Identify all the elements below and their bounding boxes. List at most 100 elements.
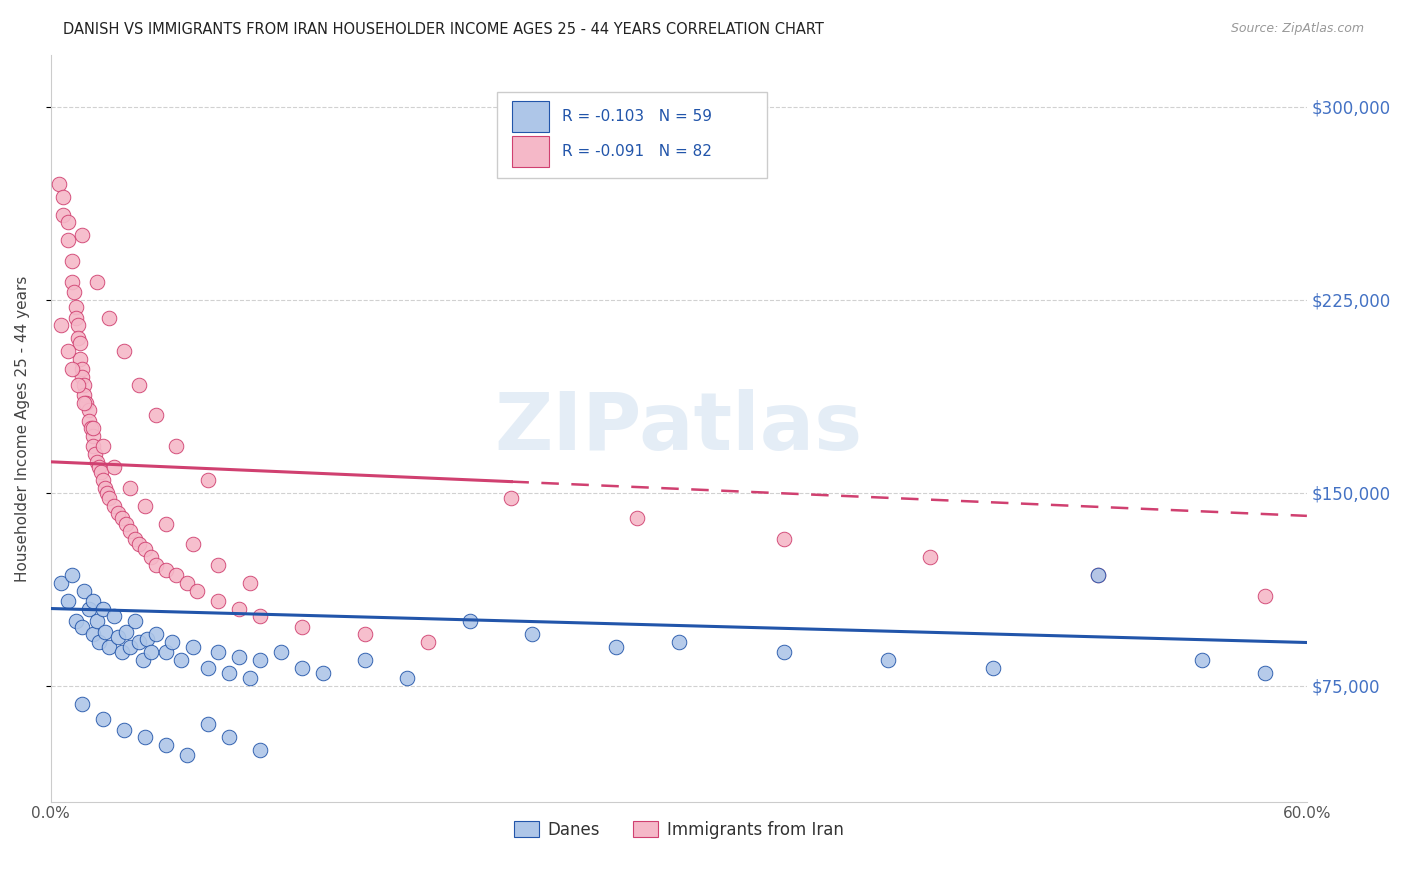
Point xyxy=(228,650,250,665)
Point xyxy=(112,723,135,737)
Point xyxy=(501,491,523,505)
Text: DANISH VS IMMIGRANTS FROM IRAN HOUSEHOLDER INCOME AGES 25 - 44 YEARS CORRELATION: DANISH VS IMMIGRANTS FROM IRAN HOUSEHOLD… xyxy=(63,22,824,37)
Point xyxy=(207,594,229,608)
Point xyxy=(48,177,70,191)
Point xyxy=(186,583,208,598)
Point xyxy=(239,671,262,685)
Y-axis label: Householder Income Ages 25 - 44 years: Householder Income Ages 25 - 44 years xyxy=(15,275,30,582)
Point xyxy=(120,481,142,495)
Point xyxy=(77,601,100,615)
Point xyxy=(67,318,90,333)
Point xyxy=(1254,589,1277,603)
Point xyxy=(249,653,271,667)
Point xyxy=(124,532,146,546)
Point xyxy=(169,653,191,667)
Point xyxy=(155,645,177,659)
Point xyxy=(197,717,219,731)
Point xyxy=(920,549,942,564)
Point xyxy=(67,331,90,345)
Point xyxy=(181,537,204,551)
Point xyxy=(103,499,125,513)
Point xyxy=(353,653,375,667)
Point xyxy=(98,640,121,654)
Point xyxy=(77,414,100,428)
Point xyxy=(291,661,314,675)
Point xyxy=(73,388,96,402)
Point xyxy=(77,403,100,417)
Point xyxy=(103,460,125,475)
Point xyxy=(176,748,198,763)
Point xyxy=(82,439,104,453)
Text: R = -0.091   N = 82: R = -0.091 N = 82 xyxy=(562,144,711,159)
Point xyxy=(207,645,229,659)
Point xyxy=(73,377,96,392)
Point xyxy=(91,712,114,726)
Legend: Danes, Immigrants from Iran: Danes, Immigrants from Iran xyxy=(508,814,851,846)
Point xyxy=(60,254,83,268)
Point xyxy=(162,635,184,649)
Point xyxy=(155,738,177,752)
Point xyxy=(134,499,156,513)
Point xyxy=(249,609,271,624)
Point xyxy=(83,447,105,461)
Point xyxy=(70,619,93,633)
Point xyxy=(52,190,75,204)
Point xyxy=(353,627,375,641)
Point xyxy=(70,362,93,376)
Point xyxy=(218,730,240,744)
Point xyxy=(60,568,83,582)
Point xyxy=(228,601,250,615)
Point xyxy=(86,275,108,289)
Point xyxy=(73,583,96,598)
Point xyxy=(155,563,177,577)
Point xyxy=(90,465,112,479)
Point xyxy=(128,635,150,649)
Point xyxy=(56,344,79,359)
Point xyxy=(91,439,114,453)
Point xyxy=(270,645,292,659)
Point xyxy=(73,395,96,409)
Point xyxy=(877,653,900,667)
Point xyxy=(134,730,156,744)
Point xyxy=(176,575,198,590)
Point xyxy=(98,491,121,505)
Point xyxy=(96,485,118,500)
Point xyxy=(115,516,138,531)
Point xyxy=(128,537,150,551)
Point xyxy=(51,318,73,333)
Point xyxy=(60,362,83,376)
Point xyxy=(124,615,146,629)
Point xyxy=(120,640,142,654)
Point xyxy=(56,215,79,229)
Point xyxy=(416,635,439,649)
Point xyxy=(112,344,135,359)
Text: ZIPatlas: ZIPatlas xyxy=(495,389,863,467)
Point xyxy=(128,377,150,392)
Point xyxy=(87,460,110,475)
Text: R = -0.103   N = 59: R = -0.103 N = 59 xyxy=(562,109,711,124)
Point xyxy=(91,601,114,615)
Point xyxy=(107,630,129,644)
Point xyxy=(1191,653,1213,667)
Point xyxy=(197,661,219,675)
Point xyxy=(626,511,648,525)
Point xyxy=(69,351,91,366)
Point xyxy=(56,234,79,248)
Point xyxy=(165,439,187,453)
Point xyxy=(75,395,97,409)
Point xyxy=(197,473,219,487)
Point xyxy=(141,645,163,659)
Point xyxy=(312,665,335,680)
Point xyxy=(70,697,93,711)
Point xyxy=(605,640,627,654)
Point xyxy=(94,624,117,639)
Bar xyxy=(512,136,550,167)
Point xyxy=(70,370,93,384)
Point xyxy=(141,549,163,564)
Point xyxy=(82,627,104,641)
Point xyxy=(65,615,87,629)
Point xyxy=(52,208,75,222)
Point xyxy=(65,301,87,315)
Point xyxy=(86,455,108,469)
Point xyxy=(98,310,121,325)
